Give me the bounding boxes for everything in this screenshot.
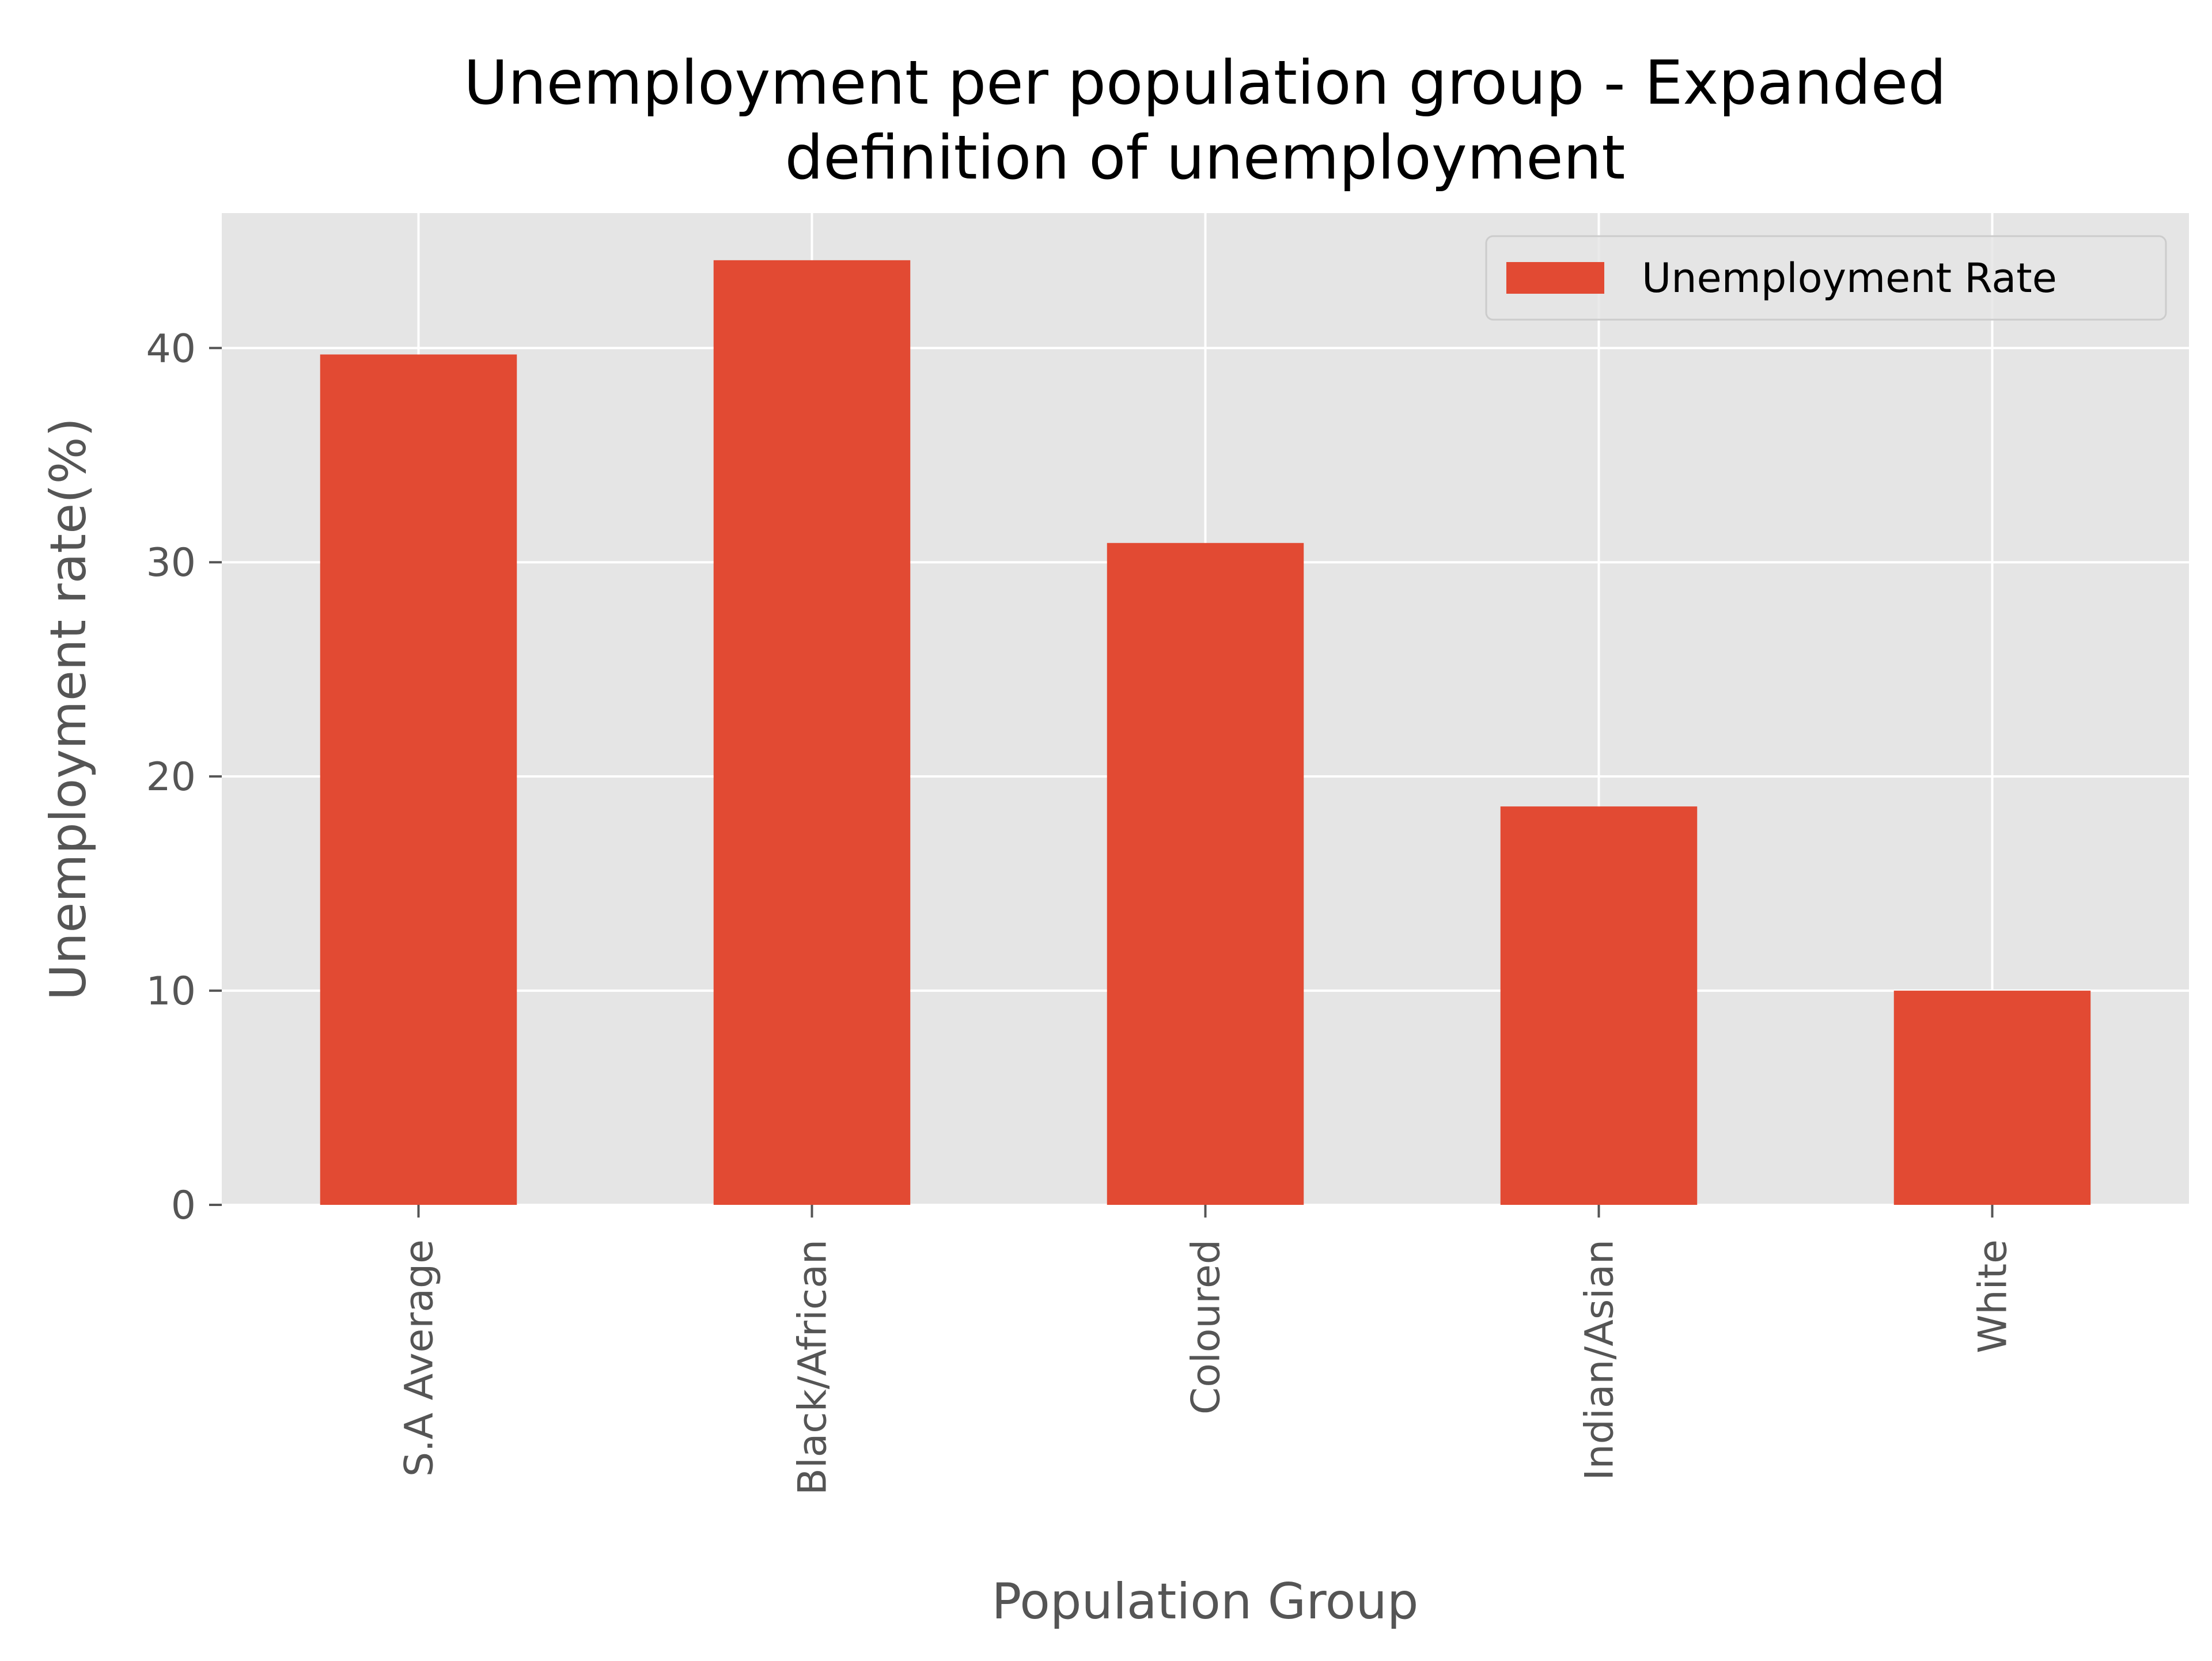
x-tick-label: S.A Average [397,1239,442,1477]
y-tick-label: 0 [171,1183,196,1228]
x-tick-label: Indian/Asian [1577,1239,1623,1481]
y-axis-ticks: 0 10 20 30 40 [146,326,222,1228]
bar [1500,806,1698,1205]
x-tick-label: Black/African [790,1239,836,1495]
x-axis-ticks: S.A Average Black/African Coloured Indian/A… [397,1205,2016,1495]
legend-label: Unemployment Rate [1642,255,2057,302]
bar [713,260,911,1205]
y-tick-label: 10 [146,969,196,1014]
y-tick-label: 40 [146,326,196,371]
legend: Unemployment Rate [1485,235,2167,321]
bar [320,354,517,1205]
legend-box [1485,235,2167,321]
legend-swatch [1506,262,1604,294]
x-tick-label: Coloured [1184,1239,1229,1414]
chart-title-line-2: definition of unemployment [785,123,1626,193]
bar [1107,543,1304,1205]
x-axis-label: Population Group [992,1573,1419,1630]
x-tick-label: White [1971,1239,2016,1353]
chart-title-line-1: Unemployment per population group - Expa… [464,48,1946,118]
bars [320,260,2091,1205]
y-tick-label: 20 [146,754,196,800]
y-axis-label: Unemployment rate(%) [40,418,97,1000]
bar [1893,991,2091,1205]
y-tick-label: 30 [146,540,196,586]
